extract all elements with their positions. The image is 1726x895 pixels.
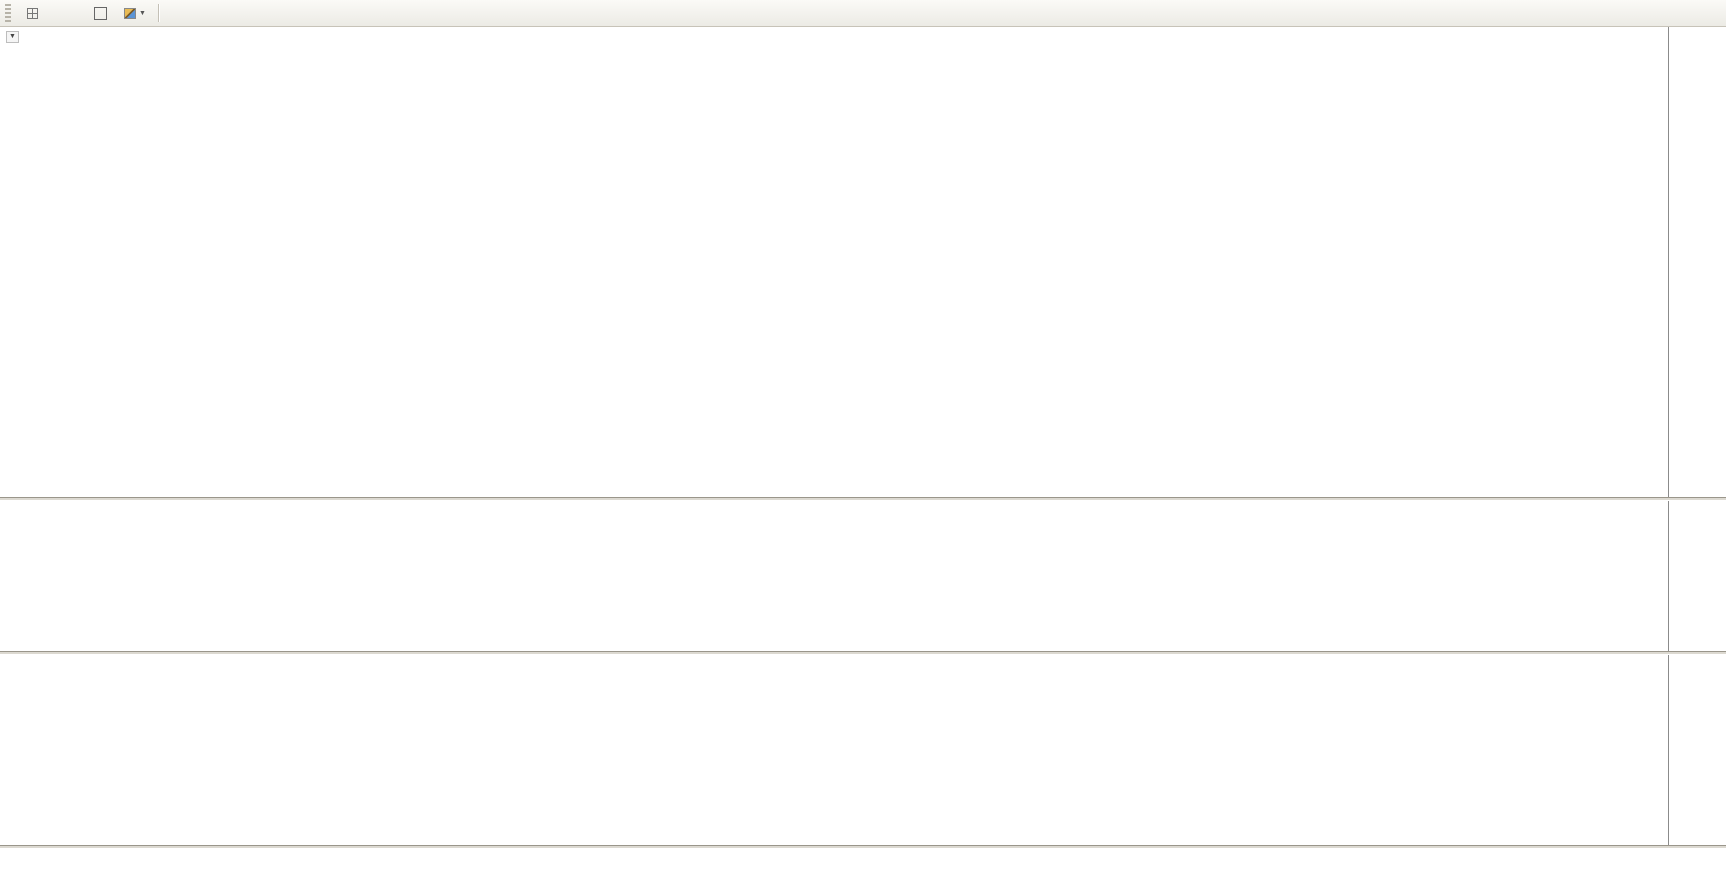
chart-info-line: ▼ bbox=[6, 31, 54, 43]
panel-splitter-1[interactable] bbox=[0, 497, 1726, 501]
dropdown-caret-icon: ▼ bbox=[139, 9, 146, 17]
price-axis[interactable] bbox=[1668, 27, 1726, 497]
rsi-indicator-panel[interactable] bbox=[0, 655, 1668, 845]
chart-collapse-arrow[interactable]: ▼ bbox=[6, 31, 19, 43]
grid-icon bbox=[26, 7, 38, 19]
price-chart-canvas[interactable] bbox=[0, 27, 1668, 497]
chart-window: ▼ bbox=[0, 27, 1726, 895]
time-axis[interactable] bbox=[0, 848, 1726, 874]
rsi-canvas[interactable] bbox=[0, 655, 1668, 845]
brush-icon bbox=[124, 7, 136, 19]
grid-toggle-button[interactable] bbox=[16, 2, 48, 25]
macd-indicator-panel[interactable] bbox=[0, 501, 1668, 651]
toolbar-separator bbox=[157, 4, 160, 22]
toolbar-drag-handle[interactable] bbox=[5, 4, 11, 22]
main-toolbar: ▼ bbox=[0, 0, 1726, 27]
text-box-tool-button[interactable] bbox=[84, 2, 116, 25]
price-chart-panel[interactable]: ▼ bbox=[0, 27, 1668, 497]
text-box-icon bbox=[93, 6, 107, 20]
macd-axis[interactable] bbox=[1668, 501, 1726, 651]
rsi-axis[interactable] bbox=[1668, 655, 1726, 845]
styles-dropdown-button[interactable]: ▼ bbox=[118, 2, 152, 25]
macd-canvas[interactable] bbox=[0, 501, 1668, 651]
panel-splitter-2[interactable] bbox=[0, 651, 1726, 655]
text-label-tool-button[interactable] bbox=[50, 2, 82, 25]
